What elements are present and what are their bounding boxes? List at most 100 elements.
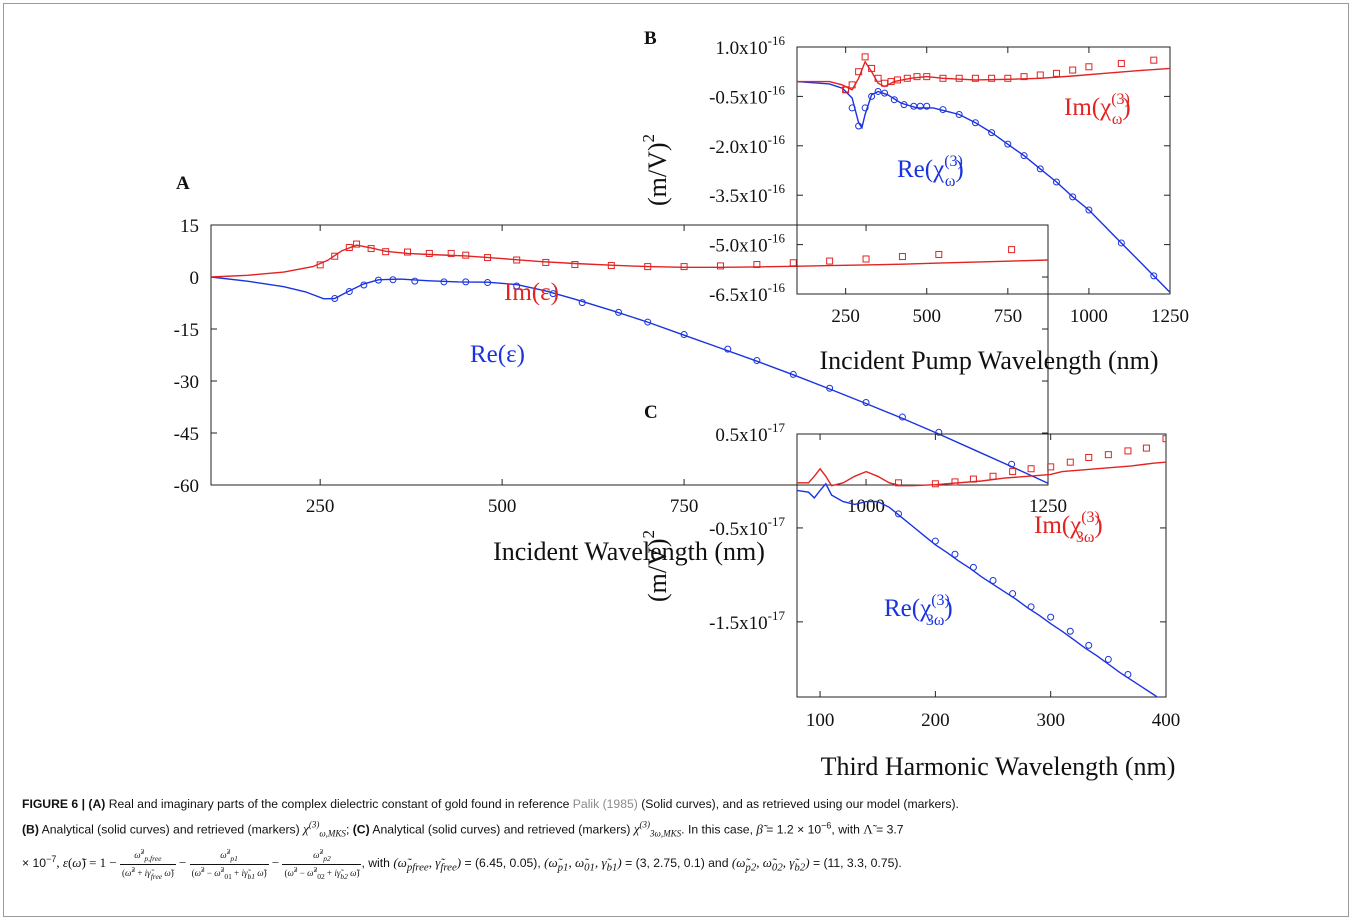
data-marker-circle: [411, 277, 419, 285]
data-marker-circle: [951, 550, 959, 558]
panel-b: B 250 500 750 1000 1250 1.0x10-16 -0.5x10-16 -2.…: [639, 28, 1189, 375]
x-tick-label: 100: [806, 710, 835, 731]
data-marker-circle: [513, 282, 521, 290]
data-marker-square: [1124, 447, 1132, 455]
data-marker-square: [1150, 56, 1158, 64]
data-marker-square: [331, 252, 339, 260]
series-label: Re(χ(3) ω): [897, 153, 964, 190]
y-tick-label: -0.5x10-17: [709, 514, 785, 540]
data-marker-circle: [868, 92, 876, 100]
data-marker-circle: [1124, 670, 1132, 678]
caption-tuple-1-value: = (6.45, 0.05),: [464, 855, 541, 870]
data-marker-circle: [1066, 627, 1074, 635]
data-marker-circle: [789, 370, 797, 378]
panel-c: C 100 200 300 400 0.5x10-17 -0.5x10-17 -1.5x10-…: [639, 402, 1180, 781]
data-marker-square: [862, 255, 870, 263]
data-marker-square: [848, 81, 856, 89]
series-curve: [797, 80, 1170, 293]
data-marker-square: [607, 262, 615, 270]
x-tick-label: 1250: [1151, 306, 1189, 327]
data-marker-square: [382, 248, 390, 256]
data-marker-square: [971, 74, 979, 82]
series-curve: [211, 276, 1048, 484]
y-tick-label: -3.5x10-16: [709, 181, 785, 207]
plot-frame: [210, 224, 1049, 486]
caption-beta-value: = 1.2 × 10: [766, 822, 822, 837]
data-marker-circle: [971, 119, 979, 127]
data-marker-circle: [1004, 140, 1012, 148]
data-marker-circle: [1020, 152, 1028, 160]
data-marker-circle: [881, 89, 889, 97]
data-marker-square: [1085, 63, 1093, 71]
data-marker-circle: [862, 398, 870, 406]
data-marker-circle: [1150, 272, 1158, 280]
data-marker-circle: [1104, 655, 1112, 663]
data-marker-circle: [1008, 460, 1016, 468]
data-marker-square: [874, 74, 882, 82]
data-marker-square: [989, 472, 997, 480]
data-marker-square: [1047, 463, 1055, 471]
data-marker-square: [931, 480, 939, 488]
series-im: [797, 435, 1166, 488]
x-tick-label: 1000: [847, 496, 885, 517]
figure-frame: A 250 500 750 1000 1250 15 0 -15 -30 -45 -60 Inciden…: [3, 3, 1349, 917]
data-marker-square: [542, 258, 550, 266]
data-marker-square: [404, 248, 412, 256]
data-marker-circle: [753, 357, 761, 365]
panel-a: A 250 500 750 1000 1250 15 0 -15 -30 -45 -60 Inciden…: [174, 173, 1067, 566]
data-marker-circle: [389, 276, 397, 284]
caption-lambda-text: , with: [831, 822, 860, 837]
x-tick-label: 500: [912, 306, 941, 327]
series-curve: [797, 482, 1159, 697]
y-tick-label: -60: [174, 476, 199, 497]
plot-frame: [796, 46, 1171, 295]
data-marker-circle: [900, 101, 908, 109]
data-marker-circle: [931, 537, 939, 545]
panel-letter-a: A: [176, 173, 190, 194]
x-tick-label: 250: [831, 306, 860, 327]
data-marker-circle: [988, 129, 996, 137]
data-marker-square: [462, 251, 470, 259]
data-marker-circle: [1069, 193, 1077, 201]
panel-letter-c: C: [644, 402, 658, 423]
x-tick-label: 200: [921, 710, 950, 731]
data-marker-square: [753, 261, 761, 269]
caption-a-text-2: (Solid curves), and as retrieved using o…: [641, 797, 959, 811]
y-tick-label: 0.5x10-17: [715, 420, 785, 446]
data-marker-square: [826, 257, 834, 265]
series-curve: [797, 60, 1170, 91]
caption-chi-3omega: χ(3)3ω,MKS: [633, 820, 682, 839]
data-marker-square: [680, 263, 688, 271]
x-tick-label: 750: [994, 306, 1023, 327]
data-marker-circle: [890, 96, 898, 104]
x-tick-label: 750: [670, 496, 699, 517]
data-marker-circle: [969, 563, 977, 571]
caption-and-text: and: [708, 855, 729, 870]
series-label: Im(χ(3) ω): [1064, 91, 1131, 128]
data-marker-square: [868, 64, 876, 72]
data-marker-circle: [644, 318, 652, 326]
data-marker-circle: [440, 278, 448, 286]
caption-beta-exp: −6: [821, 820, 832, 831]
x-axis-label: Incident Pump Wavelength (nm): [820, 346, 1159, 375]
data-marker-square: [898, 253, 906, 261]
data-marker-square: [1104, 451, 1112, 459]
data-marker-circle: [345, 288, 353, 296]
data-marker-circle: [955, 111, 963, 119]
data-marker-square: [316, 261, 324, 269]
data-marker-square: [1020, 73, 1028, 81]
caption-a-label: (A): [88, 797, 106, 811]
series-im: [797, 53, 1170, 94]
caption-tuple-3-symbols: (ω̃p2, ω̃02, γ̃b2): [731, 854, 810, 874]
figure-canvas: A 250 500 750 1000 1250 15 0 -15 -30 -45 -60 Inciden…: [174, 28, 1189, 781]
figure-caption: FIGURE 6 | (A) Real and imaginary parts …: [22, 794, 1344, 882]
data-marker-square: [1069, 66, 1077, 74]
data-marker-square: [913, 73, 921, 81]
series-im: [211, 240, 1048, 278]
data-marker-circle: [1117, 239, 1125, 247]
series-label: Re(χ(3) 3ω): [884, 592, 953, 629]
caption-reference-link[interactable]: Palik (1985): [572, 797, 638, 811]
caption-lambda-symbol: Λ̃: [863, 821, 873, 837]
y-tick-label: 15: [180, 216, 199, 237]
data-marker-circle: [1052, 178, 1060, 186]
